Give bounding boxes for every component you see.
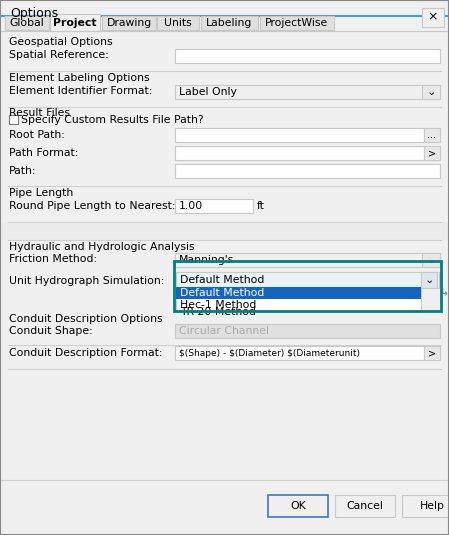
Text: Specify Custom Results File Path?: Specify Custom Results File Path?: [21, 115, 204, 125]
Text: Element Identifier Format:: Element Identifier Format:: [9, 86, 152, 96]
Bar: [50, 14, 100, 31]
Bar: [175, 146, 424, 160]
Text: Path Format:: Path Format:: [9, 148, 79, 158]
Text: $(Shape) - $(Diameter) $(Diameterunit): $(Shape) - $(Diameter) $(Diameterunit): [179, 348, 360, 357]
Bar: [0, 0, 449, 16]
Text: Round Pipe Length to Nearest:: Round Pipe Length to Nearest:: [9, 201, 176, 211]
Text: Pipe Length: Pipe Length: [9, 188, 73, 198]
Text: Global: Global: [9, 18, 44, 27]
Text: Label Only: Label Only: [179, 87, 237, 97]
Bar: [1, 222, 448, 240]
Bar: [424, 146, 440, 160]
Text: Friction Method:: Friction Method:: [9, 254, 97, 264]
Bar: [0, 0, 449, 30]
Bar: [175, 49, 440, 63]
Text: Result Files: Result Files: [9, 108, 70, 118]
Text: Default Method: Default Method: [180, 275, 264, 285]
Bar: [102, 16, 156, 30]
Text: ft: ft: [257, 201, 265, 211]
Bar: [175, 324, 440, 338]
Bar: [422, 253, 440, 267]
Text: Help: Help: [419, 501, 445, 511]
Bar: [174, 261, 441, 311]
Text: ...: ...: [427, 130, 436, 140]
Text: Drawing: Drawing: [106, 18, 152, 27]
Text: ×: ×: [428, 11, 438, 24]
Text: Element Labeling Options: Element Labeling Options: [9, 73, 150, 83]
Text: Geospatial Options: Geospatial Options: [9, 37, 113, 47]
Bar: [175, 128, 424, 142]
Bar: [175, 346, 424, 360]
Text: Manning's: Manning's: [179, 255, 234, 265]
Text: Path:: Path:: [9, 166, 36, 176]
Text: Units: Units: [164, 18, 192, 27]
Text: Conduit Shape:: Conduit Shape:: [9, 326, 93, 336]
Text: Options: Options: [10, 7, 58, 20]
Text: TR-20 Method: TR-20 Method: [180, 307, 256, 317]
Bar: [176, 287, 421, 299]
Bar: [260, 16, 334, 30]
Text: OK: OK: [290, 501, 306, 511]
Text: Hydraulic and Hydrologic Analysis: Hydraulic and Hydrologic Analysis: [9, 242, 194, 252]
Bar: [175, 253, 440, 267]
Bar: [175, 85, 440, 99]
Text: ⌄: ⌄: [426, 255, 436, 265]
Text: Labeling: Labeling: [206, 18, 253, 27]
Bar: [9, 115, 18, 124]
Text: >: >: [428, 348, 436, 358]
Text: Circular Channel: Circular Channel: [179, 326, 269, 336]
Bar: [175, 164, 440, 178]
Bar: [268, 495, 328, 517]
Text: ⌄: ⌄: [426, 87, 436, 97]
Bar: [176, 272, 439, 288]
Text: ↳: ↳: [439, 288, 449, 298]
Text: >: >: [428, 148, 436, 158]
Text: Project: Project: [53, 18, 97, 27]
Text: Default Method: Default Method: [180, 288, 264, 298]
Text: Conduit Description Format:: Conduit Description Format:: [9, 348, 163, 358]
Text: Conduit Description Options: Conduit Description Options: [9, 314, 163, 324]
Text: Root Path:: Root Path:: [9, 130, 65, 140]
Text: 1.00: 1.00: [179, 201, 203, 211]
Bar: [422, 85, 440, 99]
Bar: [157, 16, 199, 30]
Bar: [421, 272, 437, 288]
Text: Hec-1 Method: Hec-1 Method: [180, 300, 256, 310]
Bar: [201, 16, 258, 30]
Bar: [175, 199, 253, 213]
Bar: [402, 495, 449, 517]
Bar: [335, 495, 395, 517]
Text: Spatial Reference:: Spatial Reference:: [9, 50, 109, 60]
Text: ⌄: ⌄: [424, 275, 434, 285]
Bar: [176, 287, 421, 311]
Text: ProjectWise: ProjectWise: [265, 18, 329, 27]
Bar: [424, 346, 440, 360]
Text: Unit Hydrograph Simulation:: Unit Hydrograph Simulation:: [9, 276, 164, 286]
Text: Cancel: Cancel: [347, 501, 383, 511]
Bar: [5, 16, 49, 30]
Bar: [422, 8, 444, 27]
Bar: [1, 369, 448, 485]
Bar: [424, 128, 440, 142]
